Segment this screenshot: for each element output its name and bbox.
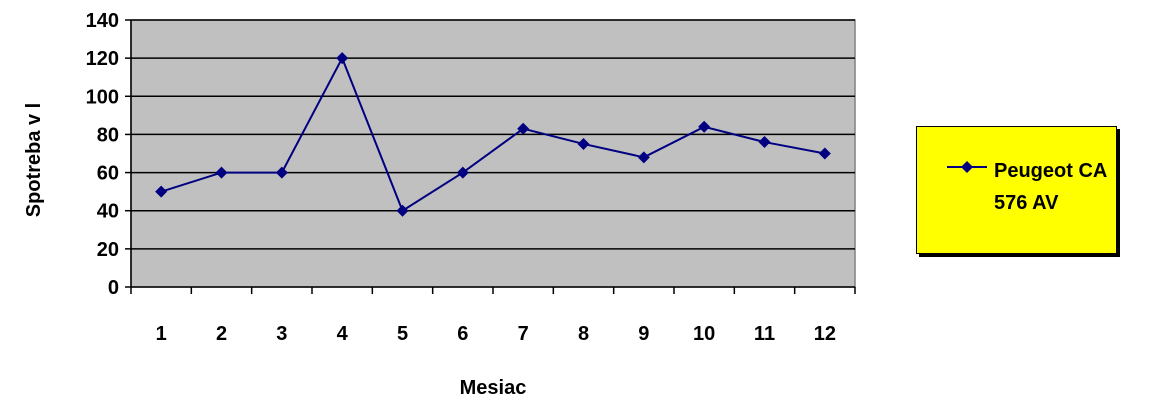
data-point [336, 52, 349, 65]
x-tick-label: 11 [754, 323, 775, 345]
x-tick-label: 3 [276, 323, 287, 345]
x-axis-ticks: 1 2 3 4 5 6 7 8 9 10 11 12 [130, 287, 856, 345]
y-tick-label: 80 [97, 124, 119, 146]
data-point [275, 166, 288, 179]
data-point [155, 185, 168, 198]
y-tick-label: 20 [97, 239, 119, 261]
y-tick-label: 140 [86, 10, 119, 32]
data-point [698, 120, 711, 133]
data-point [818, 147, 831, 160]
x-tick-label: 5 [397, 323, 408, 345]
y-tick-label: 60 [97, 163, 119, 185]
x-tick-label: 4 [337, 323, 349, 345]
data-point [758, 136, 771, 149]
x-tick-label: 7 [518, 323, 529, 345]
plot-area [130, 19, 856, 288]
legend: Peugeot CA 576 AV [916, 126, 1117, 254]
x-tick-label: 9 [638, 323, 649, 345]
series-line [160, 55, 826, 213]
data-point [517, 122, 530, 135]
data-point [577, 137, 590, 150]
y-tick-label: 100 [86, 86, 119, 108]
x-tick-label: 1 [156, 323, 167, 345]
data-point [456, 166, 469, 179]
y-tick-label: 0 [108, 277, 119, 299]
series-group [155, 52, 831, 217]
x-tick-label: 2 [216, 323, 227, 345]
y-axis-ticks: 0 20 40 60 80 100 120 140 [86, 10, 131, 299]
y-axis-title: Spotreba v l [23, 103, 45, 217]
x-tick-label: 12 [814, 323, 836, 345]
legend-marker-icon [947, 161, 987, 173]
y-tick-label: 120 [86, 48, 119, 70]
x-tick-label: 10 [693, 323, 715, 345]
x-tick-label: 8 [578, 323, 589, 345]
legend-series-label: Peugeot CA 576 AV [994, 160, 1107, 214]
gridlines [131, 19, 855, 250]
y-tick-label: 40 [97, 201, 119, 223]
data-point [396, 204, 409, 217]
x-tick-label: 6 [457, 323, 468, 345]
data-point [215, 166, 228, 179]
x-axis-title: Mesiac [460, 377, 527, 399]
data-point [637, 151, 650, 164]
